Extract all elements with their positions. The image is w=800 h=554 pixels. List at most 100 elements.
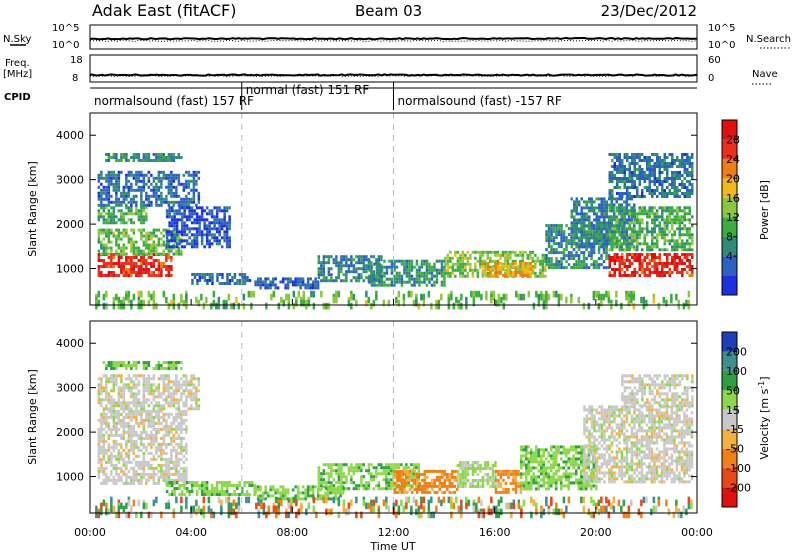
power-cell: [466, 262, 470, 266]
power-cell: [577, 263, 581, 267]
power-cell: [195, 245, 199, 249]
power-cell: [378, 280, 381, 284]
power-cell: [491, 250, 495, 254]
power-cell: [592, 227, 596, 231]
velocity-cell: [120, 442, 123, 446]
power-cell: [172, 173, 176, 177]
power-cell: [357, 255, 361, 259]
power-cell: [616, 206, 619, 210]
power-cell: [658, 192, 661, 195]
power-cell: [410, 259, 414, 263]
power-cell: [620, 218, 623, 222]
velocity-cell: [182, 454, 186, 458]
power-cell: [390, 280, 394, 284]
power-cell: [309, 277, 312, 281]
velocity-cell: [320, 481, 323, 485]
power-cell: [600, 257, 603, 261]
velocity-cell: [150, 457, 153, 461]
power-cell: [122, 296, 126, 304]
power-cell: [203, 233, 206, 237]
power-cell: [112, 215, 116, 219]
power-cell: [633, 239, 636, 243]
velocity-cell: [107, 361, 111, 364]
power-cell: [130, 259, 133, 262]
power-cell: [688, 156, 691, 159]
power-cell: [197, 170, 201, 174]
power-cell: [102, 185, 106, 189]
power-cell: [590, 248, 593, 252]
power-cell: [102, 197, 106, 201]
power-cell: [487, 267, 490, 271]
velocity-cell: [152, 457, 156, 461]
power-cell: [200, 236, 204, 240]
power-cell: [575, 266, 578, 270]
velocity-cell: [225, 481, 229, 484]
velocity-cell: [248, 481, 251, 484]
power-cell: [580, 263, 583, 267]
velocity-cell: [180, 421, 183, 425]
power-cell: [621, 159, 624, 162]
velocity-cell: [165, 383, 168, 387]
power-cell: [190, 221, 194, 225]
power-cell: [127, 218, 131, 222]
power-cell: [506, 262, 510, 266]
power-cell: [678, 183, 681, 186]
velocity-cell: [160, 407, 163, 411]
power-cell: [314, 277, 317, 281]
power-cell: [633, 156, 636, 159]
power-cell: [678, 177, 681, 180]
power-cell: [562, 236, 566, 240]
power-cell: [190, 212, 194, 216]
power-cell: [616, 253, 619, 256]
velocity-cell: [115, 466, 118, 470]
velocity-cell: [125, 421, 128, 425]
freq-tick-bottom: 8: [72, 73, 78, 84]
power-cell: [636, 248, 639, 252]
power-cell: [562, 251, 566, 255]
power-cell: [507, 267, 510, 271]
velocity-cell: [167, 475, 171, 479]
velocity-cell: [177, 460, 181, 464]
power-cell: [681, 162, 684, 165]
power-cell: [115, 156, 118, 159]
power-cell: [616, 180, 619, 183]
power-cell: [135, 176, 138, 180]
power-cell: [172, 302, 176, 310]
power-cell: [238, 282, 242, 285]
power-cell: [105, 218, 108, 222]
velocity-cell: [102, 407, 106, 411]
velocity-cell: [223, 490, 226, 493]
velocity-cell: [130, 392, 133, 396]
power-cell: [221, 276, 224, 279]
power-cell: [466, 274, 470, 278]
velocity-cell: [170, 367, 173, 370]
power-cell: [183, 233, 186, 237]
power-cell: [157, 262, 161, 265]
velocity-cell: [160, 442, 163, 446]
power-cell: [587, 251, 591, 255]
power-cell: [643, 159, 646, 162]
velocity-cell: [110, 374, 113, 378]
power-cell: [641, 177, 644, 180]
power-cell: [157, 228, 161, 232]
power-cell: [198, 224, 201, 228]
power-cell: [190, 227, 194, 231]
power-cell: [147, 246, 151, 250]
power-cell: [142, 209, 146, 213]
power-cell: [418, 268, 421, 272]
velocity-cell: [167, 374, 171, 378]
velocity-cell: [240, 493, 244, 496]
power-cell: [466, 256, 470, 260]
power-cell: [489, 273, 492, 277]
power-cell: [608, 233, 611, 237]
power-cell: [628, 203, 631, 207]
power-cell: [438, 271, 441, 275]
velocity-cell: [157, 377, 161, 381]
nsearch-label: N.Search: [746, 34, 791, 45]
power-cell: [580, 221, 583, 225]
power-cell: [603, 245, 606, 249]
power-cell: [461, 268, 465, 272]
velocity-cell: [105, 466, 108, 470]
power-cell: [691, 153, 694, 156]
velocity-cell: [172, 367, 176, 370]
